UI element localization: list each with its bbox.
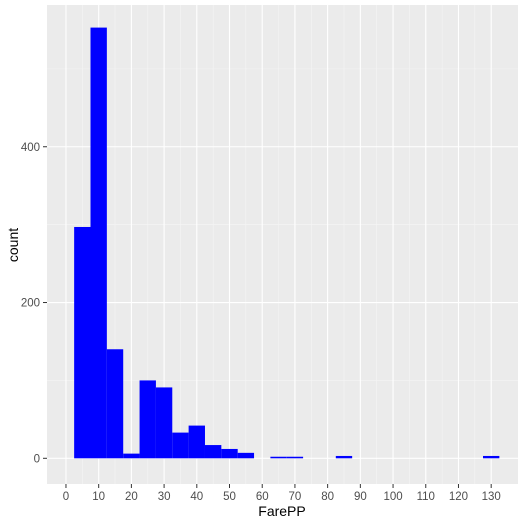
bar — [90, 27, 107, 459]
x-tick-label: 30 — [158, 491, 171, 503]
bar — [139, 380, 156, 459]
x-tick-label: 10 — [92, 491, 105, 503]
x-tick-label: 40 — [190, 491, 203, 503]
bar — [270, 456, 287, 459]
x-tick-label: 80 — [321, 491, 334, 503]
x-tick-label: 20 — [125, 491, 138, 503]
bars — [74, 27, 500, 459]
bar — [74, 226, 91, 459]
x-tick-label: 50 — [223, 491, 236, 503]
x-tick-label: 120 — [449, 491, 468, 503]
y-axis-title: count — [5, 228, 21, 262]
bar — [172, 432, 189, 459]
bar — [155, 387, 173, 459]
x-tick-label: 100 — [383, 491, 402, 503]
y-tick-label: 0 — [34, 453, 40, 465]
x-tick-label: 130 — [482, 491, 501, 503]
x-tick-label: 70 — [289, 491, 302, 503]
x-tick-label: 90 — [354, 491, 367, 503]
bar — [123, 453, 140, 459]
bar — [188, 425, 205, 459]
bar — [286, 456, 304, 459]
grid — [47, 5, 518, 484]
bar — [483, 455, 500, 459]
y-tick-label: 200 — [21, 298, 40, 310]
x-axis-title: FarePP — [258, 503, 305, 519]
bar — [106, 349, 124, 459]
x-tick-label: 0 — [63, 491, 69, 503]
bar — [237, 452, 255, 459]
bar — [335, 455, 353, 459]
panel — [47, 5, 518, 484]
y-tick-label: 400 — [21, 142, 40, 154]
bar — [221, 448, 238, 459]
x-tick-label: 110 — [417, 491, 435, 503]
x-tick-label: 60 — [256, 491, 269, 503]
bar — [204, 445, 222, 459]
